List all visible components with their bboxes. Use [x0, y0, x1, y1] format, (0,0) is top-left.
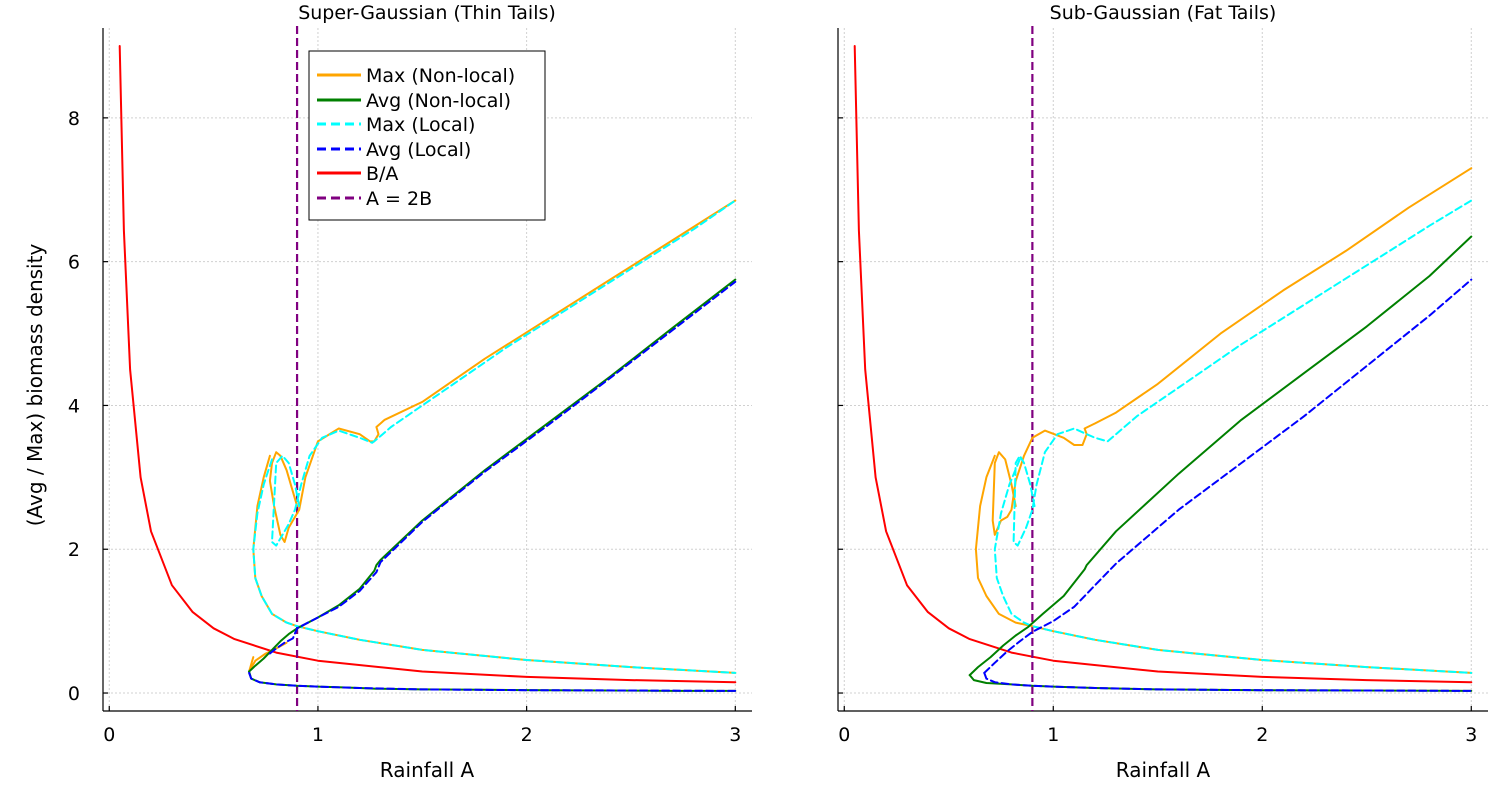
right-series-avg-non-local — [968, 674, 1473, 692]
legend: Max (Non-local) Avg (Non-local) Max (Loc… — [308, 50, 546, 221]
legend-entry-avg-local: Avg (Local) — [317, 139, 471, 161]
left-chart-title: Super-Gaussian (Thin Tails) — [298, 2, 556, 24]
legend-label: B/A — [366, 163, 398, 185]
legend-entry-a-equals-2b: A = 2B — [317, 188, 432, 210]
y-axis-label: (Avg / Max) biomass density — [23, 244, 47, 527]
left-series-max-non-local — [268, 199, 737, 543]
left-y-tick-label: 8 — [68, 108, 80, 130]
legend-entry-max-local: Max (Local) — [317, 114, 475, 136]
right-x-tick-label: 0 — [838, 724, 850, 746]
left-series-avg-local — [248, 671, 737, 692]
right-series-avg-non-local-upper — [968, 235, 1473, 677]
left-x-tick-label: 3 — [729, 724, 741, 746]
left-series-avg-local-upper — [268, 280, 737, 655]
left-plot-area: 0 1 2 3 0 2 4 6 8 — [68, 26, 752, 746]
right-series-b-a — [853, 45, 1473, 684]
right-series-max-local-lower-branch — [993, 458, 1473, 674]
left-series-b-a — [118, 45, 737, 684]
legend-entry-b-over-a: B/A — [317, 163, 398, 185]
left-y-tick-label: 2 — [68, 539, 80, 561]
legend-entry-max-nonlocal: Max (Non-local) — [317, 65, 515, 87]
right-x-axis-label: Rainfall A — [1116, 758, 1211, 782]
right-x-tick-label: 2 — [1256, 724, 1268, 746]
left-y-tick-label: 4 — [68, 395, 80, 417]
legend-entry-avg-nonlocal: Avg (Non-local) — [317, 90, 511, 112]
left-x-tick-label: 2 — [521, 724, 533, 746]
legend-label: Avg (Local) — [366, 139, 471, 161]
right-chart-title: Sub-Gaussian (Fat Tails) — [1050, 2, 1277, 24]
right-plot-area: 0 1 2 3 — [837, 26, 1488, 746]
left-y-tick-label: 0 — [68, 683, 80, 705]
left-x-tick-label: 1 — [312, 724, 324, 746]
right-series-max-non-local — [991, 167, 1473, 536]
left-series-max-local — [271, 199, 737, 547]
right-series-avg-local — [983, 671, 1473, 692]
left-x-axis-label: Rainfall A — [380, 758, 475, 782]
legend-label: Max (Non-local) — [366, 65, 515, 87]
legend-label: Max (Local) — [366, 114, 475, 136]
left-series-max-local-lower-branch — [252, 458, 737, 674]
left-series-max-non-local-lower-branch — [252, 454, 737, 674]
right-x-tick-label: 3 — [1465, 724, 1477, 746]
legend-label: A = 2B — [366, 188, 432, 210]
right-series-avg-local-upper — [983, 278, 1473, 674]
left-y-tick-label: 6 — [68, 252, 80, 274]
right-series-max-non-local-lower-branch — [974, 454, 1473, 674]
right-series-max-local — [1012, 199, 1473, 547]
right-x-tick-label: 1 — [1047, 724, 1059, 746]
left-x-tick-label: 0 — [103, 724, 115, 746]
left-series-avg-non-local-upper — [248, 278, 737, 673]
legend-box — [308, 50, 546, 221]
left-series-max-non-local-bottom-fold — [248, 641, 288, 673]
legend-label: Avg (Non-local) — [366, 90, 511, 112]
